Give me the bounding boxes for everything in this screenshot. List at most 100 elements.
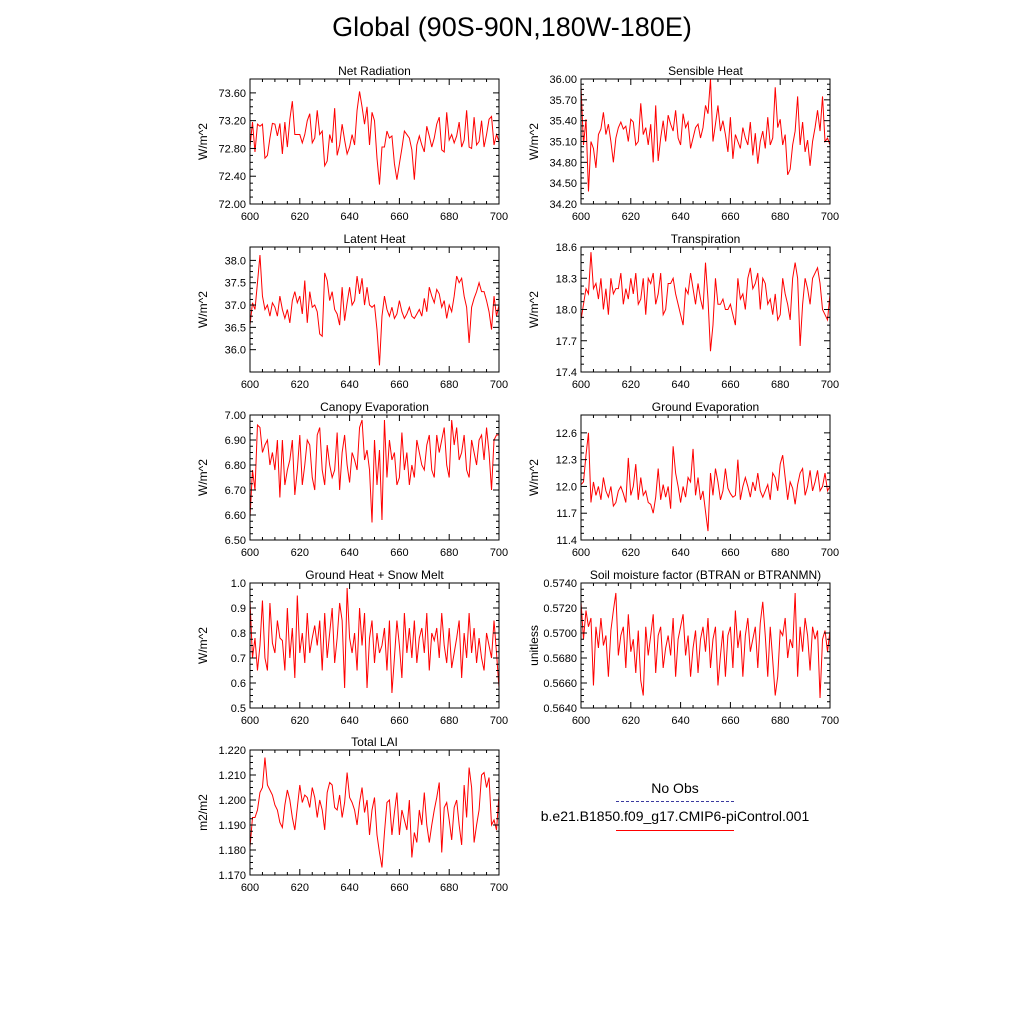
y-tick-label: 18.0 xyxy=(556,305,577,317)
y-tick-label: 0.9 xyxy=(231,603,246,615)
panel-title: Transpiration xyxy=(671,232,741,246)
y-tick-label: 35.40 xyxy=(549,116,577,128)
x-tick-label: 680 xyxy=(440,715,458,727)
legend-obs-label: No Obs xyxy=(651,780,699,796)
y-tick-label: 0.5700 xyxy=(543,628,577,640)
x-tick-label: 660 xyxy=(390,211,408,223)
x-tick-label: 680 xyxy=(440,882,458,894)
x-tick-label: 640 xyxy=(340,882,358,894)
x-tick-label: 660 xyxy=(721,211,739,223)
x-tick-label: 600 xyxy=(572,547,590,559)
y-tick-label: 1.190 xyxy=(218,820,246,832)
series-line-transpiration xyxy=(580,252,831,352)
x-tick-label: 680 xyxy=(440,211,458,223)
y-tick-label: 38.0 xyxy=(225,255,246,267)
x-tick-label: 660 xyxy=(721,715,739,727)
y-tick-label: 1.180 xyxy=(218,845,246,857)
panel-net-radiation: 600 620 640 660 680 700 72.00 72.40 72.80 73.20 73… xyxy=(196,64,508,223)
x-tick-label: 600 xyxy=(241,715,259,727)
y-axis-label: m2/m2 xyxy=(196,794,210,831)
panel-ground-evaporation: 600 620 640 660 680 700 11.4 11.7 12.0 12.3 12.6 Gr… xyxy=(527,400,839,559)
y-axis-label: W/m^2 xyxy=(196,627,210,664)
plot-frame xyxy=(249,414,500,541)
x-tick-label: 600 xyxy=(241,547,259,559)
y-tick-label: 11.4 xyxy=(556,535,577,547)
x-tick-label: 640 xyxy=(671,379,689,391)
y-tick-label: 1.170 xyxy=(218,870,246,882)
y-axis-label: W/m^2 xyxy=(527,123,541,160)
x-tick-label: 680 xyxy=(440,547,458,559)
y-axis-label: W/m^2 xyxy=(527,291,541,328)
y-tick-label: 0.5680 xyxy=(543,653,577,665)
y-axis-label: unitless xyxy=(527,625,541,666)
y-tick-label: 0.7 xyxy=(231,653,246,665)
x-tick-label: 680 xyxy=(771,379,789,391)
x-tick-label: 660 xyxy=(390,547,408,559)
x-tick-label: 620 xyxy=(291,715,309,727)
y-tick-label: 1.0 xyxy=(231,578,246,590)
series-line-ground-evaporation xyxy=(580,432,831,532)
panel-title: Total LAI xyxy=(351,735,398,749)
x-tick-label: 600 xyxy=(241,211,259,223)
y-tick-label: 0.5 xyxy=(231,703,246,715)
x-tick-label: 660 xyxy=(390,882,408,894)
x-tick-label: 600 xyxy=(572,211,590,223)
y-tick-label: 11.7 xyxy=(556,508,577,520)
y-axis-label: W/m^2 xyxy=(196,123,210,160)
panel-soil-moisture-factor: 600 620 640 660 680 700 0.5640 0.5660 0.5680 0.57… xyxy=(527,568,839,727)
y-tick-label: 1.200 xyxy=(218,795,246,807)
x-tick-label: 640 xyxy=(340,715,358,727)
legend-model: b.e21.B1850.f09_g17.CMIP6-piControl.001 xyxy=(515,808,835,824)
y-tick-label: 0.5720 xyxy=(543,603,577,615)
panel-sensible-heat: 600 620 640 660 680 700 34.20 34.50 34.80 35.10 35… xyxy=(527,64,839,223)
figure-title: Global (90S-90N,180W-180E) xyxy=(332,12,692,42)
x-tick-label: 680 xyxy=(771,211,789,223)
x-tick-label: 620 xyxy=(291,547,309,559)
y-tick-label: 7.00 xyxy=(225,410,246,422)
x-tick-label: 660 xyxy=(721,379,739,391)
x-tick-label: 660 xyxy=(390,379,408,391)
plot-frame xyxy=(580,78,831,205)
x-tick-label: 620 xyxy=(622,715,640,727)
plot-frame xyxy=(249,749,500,876)
panel-ground-heat-snow-melt: 600 620 640 660 680 700 0.5 0.6 0.7 0.8 0.9 1.0 Grou… xyxy=(196,568,508,727)
y-tick-label: 36.0 xyxy=(225,345,246,357)
x-tick-label: 600 xyxy=(241,882,259,894)
legend: No Obs xyxy=(515,780,835,796)
x-tick-label: 640 xyxy=(340,379,358,391)
panel-title: Canopy Evaporation xyxy=(320,400,429,414)
x-tick-label: 620 xyxy=(622,211,640,223)
x-tick-label: 700 xyxy=(821,715,839,727)
y-tick-label: 17.7 xyxy=(556,336,577,348)
y-tick-label: 12.0 xyxy=(556,481,577,493)
x-tick-label: 700 xyxy=(490,211,508,223)
x-tick-label: 620 xyxy=(291,379,309,391)
panel-transpiration: 600 620 640 660 680 700 17.4 17.7 18.0 18.3 18.6 Tr… xyxy=(527,232,839,391)
series-line-sensible-heat xyxy=(580,78,831,192)
y-tick-label: 72.00 xyxy=(218,199,246,211)
y-tick-label: 12.6 xyxy=(556,428,577,440)
plot-frame xyxy=(249,582,500,709)
x-tick-label: 620 xyxy=(291,882,309,894)
x-tick-label: 700 xyxy=(490,379,508,391)
y-tick-label: 37.5 xyxy=(225,278,246,290)
y-tick-label: 17.4 xyxy=(556,367,577,379)
legend-obs-line xyxy=(616,801,734,802)
panel-title: Soil moisture factor (BTRAN or BTRANMN) xyxy=(590,568,821,582)
x-tick-label: 660 xyxy=(721,547,739,559)
series-line-ground-heat-snow-melt xyxy=(249,587,500,694)
x-tick-label: 600 xyxy=(572,715,590,727)
x-tick-label: 640 xyxy=(671,547,689,559)
y-tick-label: 34.20 xyxy=(549,199,577,211)
plot-frame xyxy=(580,414,831,541)
y-tick-label: 72.80 xyxy=(218,143,246,155)
x-tick-label: 680 xyxy=(771,715,789,727)
y-tick-label: 73.20 xyxy=(218,116,246,128)
panel-latent-heat: 600 620 640 660 680 700 36.0 36.5 37.0 37.5 38.0 La… xyxy=(196,232,508,391)
x-tick-label: 680 xyxy=(440,379,458,391)
x-tick-label: 700 xyxy=(490,882,508,894)
y-tick-label: 18.3 xyxy=(556,273,577,285)
y-tick-label: 35.70 xyxy=(549,95,577,107)
series-line-latent-heat xyxy=(249,254,500,366)
